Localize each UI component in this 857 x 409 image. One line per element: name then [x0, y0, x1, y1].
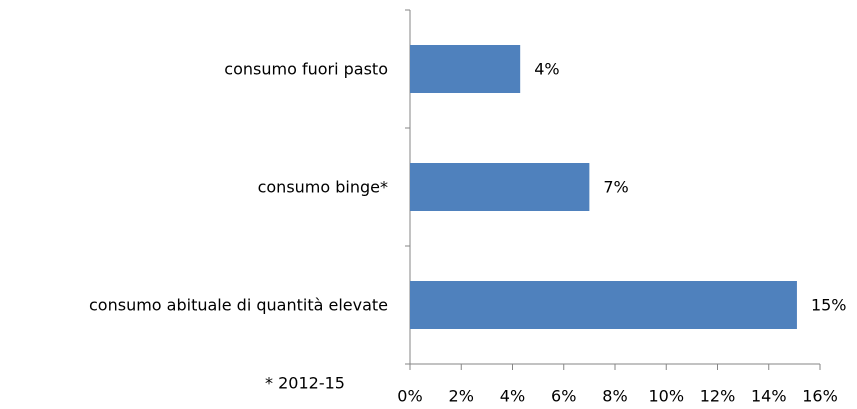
y-tick-label: consumo abituale di quantità elevate [89, 296, 388, 315]
y-tick-label: consumo binge* [258, 178, 388, 197]
y-tick-label: consumo fuori pasto [224, 60, 388, 79]
x-tick-label: 16% [802, 387, 838, 406]
x-tick-label: 8% [602, 387, 627, 406]
bar [410, 45, 521, 93]
x-tick-label: 6% [551, 387, 576, 406]
value-label: 7% [603, 178, 628, 197]
x-tick-label: 14% [751, 387, 787, 406]
annotation: * 2012-15 [265, 374, 345, 393]
x-tick-label: 2% [449, 387, 474, 406]
value-label: 15% [811, 296, 847, 315]
bar [410, 281, 797, 329]
value-label: 4% [534, 60, 559, 79]
x-tick-label: 0% [397, 387, 422, 406]
x-tick-label: 10% [648, 387, 684, 406]
bar [410, 163, 590, 211]
x-tick-label: 12% [700, 387, 736, 406]
x-tick-label: 4% [500, 387, 525, 406]
